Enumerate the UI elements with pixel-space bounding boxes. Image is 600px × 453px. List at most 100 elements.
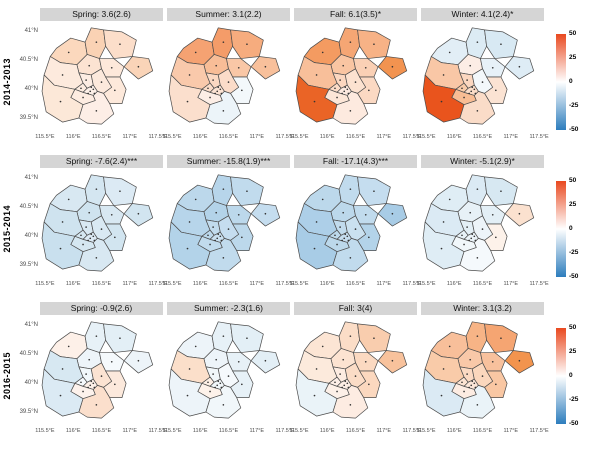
station-dot bbox=[92, 88, 95, 91]
facet-spring: Spring: -7.6(2.4)*** 115.5°E 116°E 116.5°E… bbox=[35, 155, 168, 302]
x-tick-label: 117.5°E bbox=[148, 134, 168, 140]
station-dot bbox=[474, 92, 477, 95]
station-dot bbox=[349, 41, 352, 43]
station-dot bbox=[95, 41, 98, 43]
station-dot bbox=[368, 236, 370, 239]
x-tick-label: 116°E bbox=[446, 134, 462, 140]
district-daxing bbox=[205, 237, 242, 272]
beijing-district-map bbox=[41, 321, 154, 419]
station-dot bbox=[59, 247, 62, 250]
y-tick-label: 41°N bbox=[24, 175, 38, 181]
map-panel bbox=[167, 168, 290, 280]
station-dot bbox=[469, 358, 472, 361]
legend-tick-label: 0 bbox=[569, 372, 573, 379]
beijing-district-map bbox=[422, 321, 535, 419]
station-dot bbox=[347, 92, 350, 95]
map-panel bbox=[40, 21, 163, 133]
station-dot bbox=[137, 359, 140, 362]
row-2014-2013: 2014-2013 41°N 40.5°N 40°N 39.5°N Spring: 3… bbox=[0, 8, 600, 155]
district-pinggu bbox=[504, 56, 535, 80]
station-dot bbox=[217, 233, 220, 236]
x-tick-label: 117.5°E bbox=[402, 134, 422, 140]
station-dot bbox=[481, 81, 484, 83]
station-dot bbox=[88, 211, 91, 214]
district-huairou bbox=[84, 321, 106, 353]
station-dot bbox=[89, 90, 92, 93]
x-tick-label: 117.5°E bbox=[529, 281, 549, 287]
legend-tick-label: 0 bbox=[569, 78, 573, 85]
station-dot bbox=[92, 382, 95, 385]
x-tick-label: 117°E bbox=[376, 428, 392, 434]
station-dot bbox=[87, 92, 89, 95]
x-tick-label: 117.5°E bbox=[275, 134, 295, 140]
station-dot bbox=[463, 243, 465, 246]
legend-tick-label: -50 bbox=[569, 273, 579, 280]
station-dot bbox=[349, 335, 352, 337]
station-dot bbox=[85, 226, 87, 228]
station-dot bbox=[59, 100, 62, 103]
station-dot bbox=[80, 381, 82, 384]
station-dot bbox=[241, 236, 243, 239]
x-tick-label: 117°E bbox=[376, 134, 392, 140]
station-dot bbox=[491, 213, 494, 216]
station-dot bbox=[391, 359, 394, 362]
station-dot bbox=[470, 237, 473, 240]
facet-header-fall: Fall: -17.1(4.3)*** bbox=[294, 155, 417, 168]
station-dot bbox=[440, 394, 443, 397]
station-dot bbox=[466, 226, 468, 228]
district-daxing bbox=[459, 90, 496, 125]
station-dot bbox=[87, 239, 89, 242]
x-tick-label: 117.5°E bbox=[275, 428, 295, 434]
station-dot bbox=[461, 381, 463, 384]
station-dot bbox=[212, 373, 214, 375]
x-tick-label: 117°E bbox=[503, 134, 519, 140]
map-panel bbox=[421, 21, 544, 133]
station-dot bbox=[93, 386, 96, 389]
station-dot bbox=[440, 247, 443, 250]
station-dot bbox=[209, 243, 211, 246]
station-dot bbox=[442, 221, 445, 223]
station-dot bbox=[95, 335, 98, 337]
station-dot bbox=[119, 43, 121, 46]
map-panel bbox=[40, 315, 163, 427]
x-axis: 115.5°E 116°E 116.5°E 117°E 117.5°E bbox=[289, 280, 421, 291]
station-dot bbox=[188, 74, 191, 76]
station-dot bbox=[373, 43, 375, 46]
station-dot bbox=[237, 360, 240, 363]
x-axis: 115.5°E 116°E 116.5°E 117°E 117.5°E bbox=[35, 280, 167, 291]
station-dot bbox=[241, 383, 243, 386]
row-2015-2014: 2015-2014 41°N 40.5°N 40°N 39.5°N Spring: -… bbox=[0, 155, 600, 302]
station-dot bbox=[90, 86, 93, 89]
station-dot bbox=[349, 110, 352, 112]
station-dot bbox=[342, 358, 345, 361]
station-dot bbox=[518, 65, 521, 68]
station-dot bbox=[95, 188, 98, 190]
district-pinggu bbox=[250, 56, 281, 80]
x-tick-label: 115.5°E bbox=[35, 428, 55, 434]
district-daxing bbox=[459, 237, 496, 272]
station-dot bbox=[212, 226, 214, 228]
x-tick-label: 117.5°E bbox=[402, 281, 422, 287]
station-dot bbox=[207, 381, 209, 384]
facet-fall: Fall: 6.1(3.5)* 115.5°E 116°E 116.5°E 117°E… bbox=[289, 8, 422, 155]
station-dot bbox=[321, 51, 324, 54]
row-label-text: 2014-2013 bbox=[2, 57, 12, 106]
beijing-district-map bbox=[422, 27, 535, 125]
station-dot bbox=[368, 383, 370, 386]
district-pinggu bbox=[377, 203, 408, 227]
station-dot bbox=[349, 188, 352, 190]
station-dot bbox=[61, 74, 64, 76]
district-huairou bbox=[465, 174, 487, 206]
station-dot bbox=[220, 386, 223, 389]
x-tick-label: 116.5°E bbox=[218, 428, 239, 434]
station-dot bbox=[87, 386, 89, 389]
row-label: 2015-2014 bbox=[0, 155, 14, 302]
x-tick-label: 116.5°E bbox=[91, 428, 112, 434]
station-dot bbox=[95, 257, 98, 259]
district-huairou bbox=[338, 27, 360, 59]
station-dot bbox=[246, 190, 248, 193]
station-dot bbox=[61, 221, 64, 223]
x-axis: 115.5°E 116°E 116.5°E 117°E 117.5°E bbox=[416, 280, 548, 291]
station-dot bbox=[469, 211, 472, 214]
station-dot bbox=[186, 100, 189, 103]
